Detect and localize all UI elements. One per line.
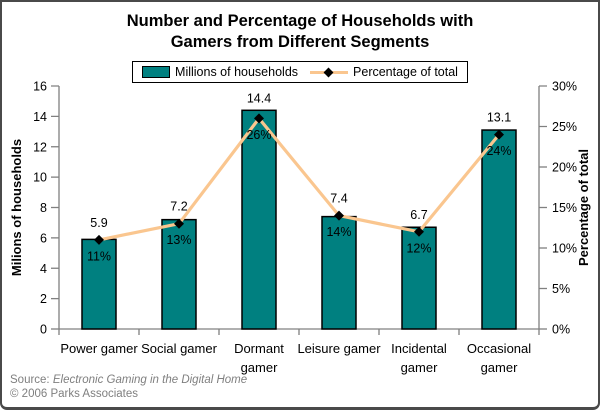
category-label: Occasional — [467, 341, 531, 356]
right-axis-tick-label: 30% — [552, 80, 577, 94]
bar-value-label: 14.4 — [247, 91, 271, 105]
right-axis-tick-label: 10% — [552, 242, 577, 256]
line-marker-icon — [310, 67, 349, 77]
diamond-marker — [174, 218, 184, 229]
left-axis-tick-label: 0 — [40, 323, 47, 337]
category-label: Social gamer — [141, 341, 218, 356]
diamond-marker — [494, 129, 504, 140]
legend-label-percentage: Percentage of total — [353, 65, 458, 79]
source-title: Electronic Gaming in the Digital Home — [52, 374, 248, 386]
chart-title: Number and Percentage of Households with… — [2, 11, 598, 53]
bar-value-label: 5.9 — [90, 216, 107, 230]
percentage-value-label: 12% — [406, 241, 431, 255]
left-axis-tick-label: 4 — [40, 262, 47, 276]
bar-leisure-gamer — [321, 215, 357, 330]
left-axis-tick-label: 16 — [33, 80, 47, 94]
category-label: gamer — [241, 360, 279, 375]
legend: Millions of households Percentage of tot… — [2, 61, 598, 83]
chart-footer: Source: Electronic Gaming in the Digital… — [10, 373, 247, 401]
copyright-line: © 2006 Parks Associates — [10, 388, 139, 400]
bar-value-label: 13.1 — [487, 111, 511, 125]
left-axis-tick-label: 14 — [33, 110, 47, 124]
legend-label-households: Millions of households — [175, 65, 299, 79]
percentage-value-label: 26% — [246, 128, 271, 142]
source-prefix: Source: — [10, 374, 50, 386]
bar-value-label: 6.7 — [410, 208, 427, 222]
bar-dormant-gamer — [241, 109, 277, 330]
chart-title-line1: Number and Percentage of Households with — [126, 12, 474, 30]
percentage-line — [98, 115, 501, 242]
legend-item-percentage: Percentage of total — [310, 65, 458, 79]
category-label: Power gamer — [60, 341, 138, 356]
diamond-marker — [254, 113, 264, 124]
left-axis-tick-label: 12 — [33, 140, 47, 154]
category-label: gamer — [481, 360, 519, 375]
legend-box: Millions of households Percentage of tot… — [132, 61, 468, 83]
right-axis-tick-label: 20% — [552, 161, 577, 175]
percentage-value-label: 24% — [486, 144, 511, 158]
left-axis-tick-label: 8 — [40, 201, 47, 215]
bar-incidental-gamer — [401, 226, 437, 330]
right-axis-tick-label: 25% — [552, 120, 577, 134]
source-line: Source: Electronic Gaming in the Digital… — [10, 373, 247, 387]
bar-swatch-icon — [142, 66, 171, 78]
category-label: Dormant — [234, 341, 284, 356]
right-axis-tick-label: 5% — [552, 282, 570, 296]
bar-power-gamer — [81, 238, 117, 330]
legend-item-households: Millions of households — [142, 65, 298, 79]
right-axis-tick-label: 15% — [552, 201, 577, 215]
left-axis-tick-label: 6 — [40, 231, 47, 245]
percentage-value-label: 13% — [166, 233, 191, 247]
left-axis-tick-label: 10 — [33, 171, 47, 185]
percentage-value-label: 11% — [87, 249, 111, 263]
chart-title-line2: Gamers from Different Segments — [170, 33, 430, 51]
diamond-marker — [334, 210, 344, 221]
percentage-value-label: 14% — [326, 225, 351, 239]
bar-value-label: 7.2 — [170, 200, 187, 214]
category-label: Incidental — [391, 341, 447, 356]
bar-value-label: 7.4 — [330, 192, 347, 206]
right-axis-tick-label: 0% — [552, 323, 570, 337]
bar-occasional-gamer — [481, 129, 517, 330]
category-label: gamer — [401, 360, 439, 375]
right-axis-title: Percentage of total — [576, 149, 591, 266]
diamond-marker — [414, 226, 424, 237]
diamond-marker — [94, 234, 104, 245]
left-axis-title: Milions of households — [9, 139, 24, 276]
bar-social-gamer — [161, 218, 197, 330]
category-label: Leisure gamer — [297, 341, 381, 356]
left-axis-tick-label: 2 — [40, 292, 47, 306]
